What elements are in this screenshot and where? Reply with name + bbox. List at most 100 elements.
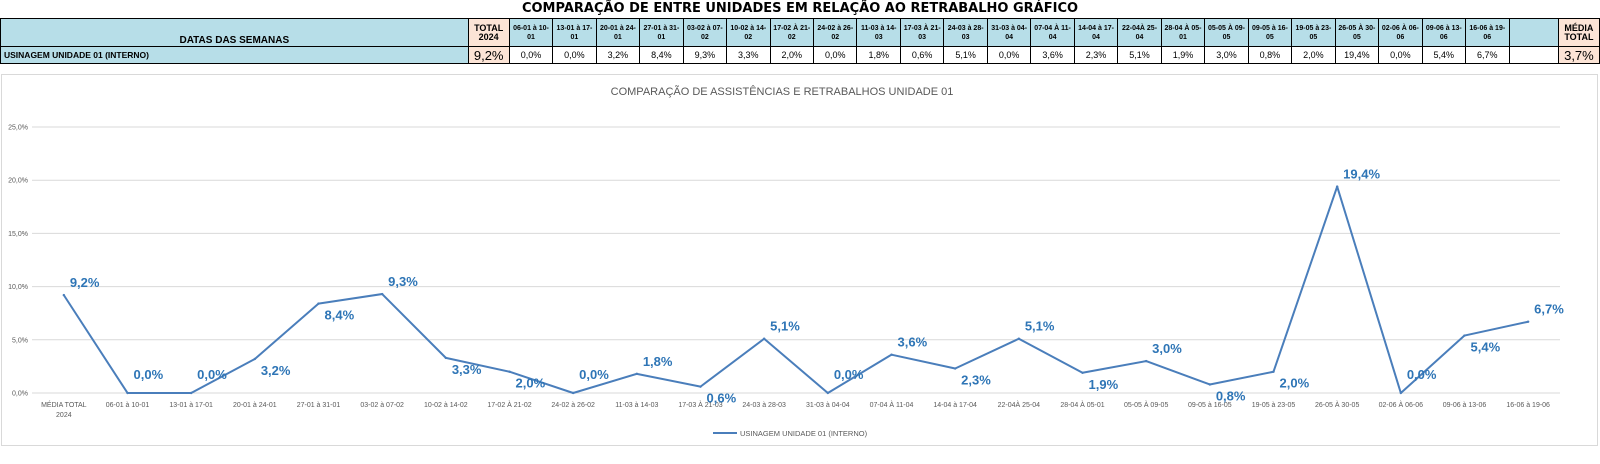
data-label: 2,0% (1280, 376, 1310, 391)
week-header-cell[interactable]: 19-05 à 23-05 (1291, 18, 1336, 47)
week-header-cell[interactable]: 17-03 À 21-03 (899, 18, 945, 47)
data-point[interactable] (253, 357, 257, 361)
week-value-cell[interactable]: 19,4% (1334, 46, 1380, 64)
week-value-cell[interactable]: 3,3% (726, 46, 771, 64)
data-point[interactable] (635, 372, 639, 376)
week-header-cell[interactable]: 16-06 à 19-06 (1465, 18, 1510, 47)
week-value-cell[interactable]: 6,7% (1465, 46, 1510, 64)
chart-legend[interactable]: USINAGEM UNIDADE 01 (INTERNO) (713, 429, 868, 438)
data-point[interactable] (1272, 370, 1275, 373)
data-point[interactable] (699, 385, 702, 388)
data-point[interactable] (380, 292, 384, 296)
week-header-cell[interactable]: 13-01 à 17-01 (552, 18, 597, 47)
week-value-cell[interactable]: 1,8% (856, 46, 901, 64)
data-point[interactable] (890, 353, 893, 356)
y-tick-label: 0,0% (12, 391, 28, 398)
week-header-cell[interactable]: 10-02 à 14-02 (726, 18, 771, 47)
row-avg-cell[interactable]: 3,7% (1557, 46, 1600, 64)
week-header-cell[interactable]: 06-01 à 10-01 (508, 18, 554, 47)
x-tick-label: 09-06 à 13-06 (1443, 402, 1487, 409)
week-header-cell[interactable]: 26-05 À 30-05 (1334, 18, 1380, 47)
chart-area[interactable]: COMPARAÇÃO DE ASSISTÊNCIAS E RETRABALHOS… (1, 74, 1598, 446)
data-point[interactable] (762, 337, 766, 340)
week-value-cell[interactable]: 8,4% (639, 46, 684, 64)
week-value-cell[interactable]: 0,6% (899, 46, 945, 64)
data-label: 5,4% (1471, 340, 1501, 355)
week-value-cell[interactable]: 0,0% (552, 46, 597, 64)
week-value-cell[interactable]: 5,1% (943, 46, 988, 64)
data-point[interactable] (571, 391, 575, 395)
data-point[interactable] (953, 367, 957, 370)
week-value-cell[interactable]: 2,3% (1073, 46, 1119, 64)
week-header-cell[interactable]: 14-04 à 17-04 (1073, 18, 1119, 47)
data-point[interactable] (126, 391, 129, 395)
data-label-group: 9,2% 0,0% 0,0% 3,2% 8,4% 9,3% 3,3% 2,0% 0,0% 1,8%… (70, 167, 1564, 406)
data-label: 0,6% (707, 391, 737, 406)
data-point[interactable] (1335, 185, 1339, 188)
week-value-cell[interactable]: 1,9% (1160, 46, 1206, 64)
empty-header-cell[interactable] (1508, 18, 1559, 47)
data-label: 5,1% (770, 319, 800, 334)
data-point[interactable] (1081, 371, 1084, 374)
week-header-cell[interactable]: 27-01 à 31-01 (639, 18, 684, 47)
data-point[interactable] (1144, 359, 1148, 363)
x-tick-label: 16-06 à 19-06 (1506, 402, 1550, 409)
week-header-cell[interactable]: 24-03 à 28-03 (943, 18, 988, 47)
week-value-cell[interactable]: 5,1% (1117, 46, 1162, 64)
total-header-cell[interactable]: TOTAL 2024 (467, 18, 510, 47)
week-header-cell[interactable]: 05-05 À 09-05 (1204, 18, 1249, 47)
week-header-cell[interactable]: 31-03 à 04-04 (986, 18, 1032, 47)
data-label: 5,1% (1025, 319, 1055, 334)
week-header-cell[interactable]: 07-04 À 11-04 (1030, 18, 1075, 47)
sheet-title: COMPARAÇÃO DE ENTRE UNIDADES EM RELAÇÃO … (521, 1, 1079, 16)
data-point[interactable] (317, 302, 320, 305)
row-label-cell[interactable]: USINAGEM UNIDADE 01 (INTERNO) (0, 46, 469, 64)
week-value-cell[interactable]: 9,3% (682, 46, 728, 64)
week-header-cell[interactable]: 03-02 à 07-02 (682, 18, 728, 47)
week-header-cell[interactable]: 09-05 à 16-05 (1247, 18, 1293, 47)
data-point[interactable] (1208, 383, 1212, 386)
table-header-row: DATAS DAS SEMANAS TOTAL 2024 06-01 à 10-… (0, 18, 1600, 47)
week-header-cell[interactable]: 17-02 À 21-02 (769, 18, 815, 47)
week-value-cell[interactable]: 3,2% (595, 46, 641, 64)
data-point[interactable] (1526, 320, 1530, 323)
row-total-cell[interactable]: 9,2% (467, 46, 510, 64)
week-value-cell[interactable]: 0,0% (986, 46, 1032, 64)
week-header-cell[interactable]: 24-02 à 26-02 (813, 18, 858, 47)
data-point[interactable] (444, 356, 448, 360)
data-label: 3,2% (261, 363, 291, 378)
week-value-cell[interactable]: 2,0% (1291, 46, 1336, 64)
data-point[interactable] (1017, 337, 1021, 340)
week-header-cell[interactable]: 11-03 à 14-03 (856, 18, 901, 47)
week-value-cell[interactable]: 0,0% (813, 46, 858, 64)
x-tick-label: 28-04 À 05-01 (1060, 400, 1104, 409)
week-value-cell[interactable]: 5,4% (1421, 46, 1467, 64)
x-tick-label: 17-02 À 21-02 (487, 400, 531, 409)
data-point[interactable] (1399, 391, 1403, 395)
x-tick-label: 26-05 À 30-05 (1315, 400, 1359, 409)
x-axis-ticks: MÉDIA TOTAL 2024 06-01 à 10-01 13-01 à 17-0… (41, 400, 1550, 419)
series-line[interactable] (62, 185, 1529, 394)
data-point[interactable] (1463, 334, 1466, 337)
week-value-cell[interactable]: 0,8% (1247, 46, 1293, 64)
data-point[interactable] (189, 391, 193, 395)
x-tick-label: 14-04 à 17-04 (933, 402, 977, 409)
series-line-group (62, 185, 1530, 395)
empty-value-cell[interactable] (1508, 46, 1559, 64)
header-label-cell[interactable]: DATAS DAS SEMANAS (0, 18, 469, 47)
data-point[interactable] (508, 370, 511, 373)
week-header-cell[interactable]: 22-04À 25-04 (1117, 18, 1162, 47)
data-label: 1,8% (643, 354, 673, 369)
week-header-cell[interactable]: 09-06 à 13-06 (1421, 18, 1467, 47)
week-value-cell[interactable]: 0,0% (508, 46, 554, 64)
data-point[interactable] (826, 391, 830, 395)
week-value-cell[interactable]: 3,6% (1030, 46, 1075, 64)
data-point[interactable] (62, 293, 66, 297)
week-value-cell[interactable]: 0,0% (1378, 46, 1423, 64)
avg-header-cell[interactable]: MÉDIA TOTAL (1557, 18, 1600, 47)
week-header-cell[interactable]: 20-01 à 24-01 (595, 18, 641, 47)
week-value-cell[interactable]: 2,0% (769, 46, 815, 64)
week-header-cell[interactable]: 28-04 À 05-01 (1160, 18, 1206, 47)
week-header-cell[interactable]: 02-06 À 06-06 (1378, 18, 1423, 47)
week-value-cell[interactable]: 3,0% (1204, 46, 1249, 64)
